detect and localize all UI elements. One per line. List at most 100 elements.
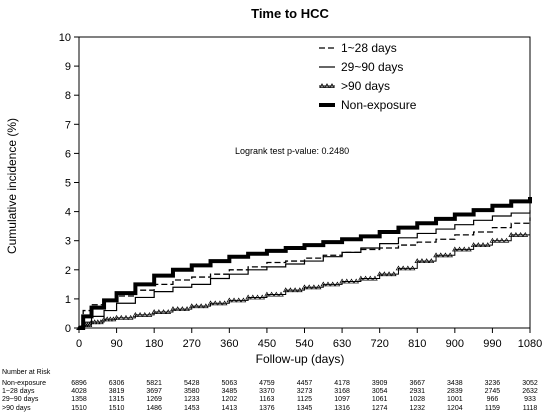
series-marker: [101, 316, 107, 322]
series-marker: [334, 281, 341, 287]
risk-value: 1028: [409, 396, 426, 403]
y-tick-label: 8: [65, 90, 71, 102]
series-marker: [376, 271, 383, 277]
series-marker: [508, 231, 515, 237]
series-marker: [522, 231, 529, 237]
series-marker: [268, 291, 275, 297]
series-line: [79, 197, 532, 330]
series-marker: [198, 303, 204, 309]
y-tick-label: 5: [65, 178, 71, 190]
series-marker: [419, 258, 425, 264]
series-marker: [127, 314, 134, 320]
risk-value: 1233: [183, 396, 200, 403]
risk-value: 1163: [259, 396, 275, 403]
series-marker: [86, 322, 93, 328]
risk-value: 4457: [296, 380, 313, 387]
risk-value: 1274: [371, 405, 388, 412]
risk-value: 1358: [71, 396, 87, 403]
series-marker: [362, 275, 369, 281]
y-tick-label: 10: [59, 32, 71, 44]
risk-value: 1232: [409, 405, 426, 412]
series-marker: [386, 271, 392, 277]
risk-row-label: Non-exposure: [2, 380, 46, 387]
series-marker: [381, 271, 388, 277]
risk-value: 4028: [71, 388, 87, 395]
risk-value: 3667: [409, 380, 426, 387]
series-marker: [240, 297, 247, 303]
series-marker: [348, 278, 355, 284]
series-marker: [499, 237, 505, 243]
y-tick-label: 9: [65, 61, 71, 73]
series-marker: [226, 297, 233, 303]
risk-value: 1097: [334, 396, 350, 403]
series-marker: [461, 246, 468, 252]
series-marker: [296, 287, 303, 293]
series-marker: [428, 258, 435, 264]
series-marker: [203, 303, 209, 309]
series-marker: [452, 246, 458, 252]
risk-value: 1345: [296, 405, 313, 412]
risk-table-row: 1~28 days 4028 3819 3697 3580 3485 3370 3273 316…: [0, 388, 550, 396]
series-marker: [146, 312, 153, 317]
y-tick-label: 6: [65, 148, 71, 160]
risk-value: 1413: [221, 405, 238, 412]
risk-value: 1453: [183, 405, 200, 412]
series-marker: [517, 231, 524, 237]
series-marker: [104, 316, 110, 322]
series-marker: [339, 278, 345, 284]
risk-row-label: >90 days: [2, 405, 31, 412]
y-tick-label: 2: [65, 265, 71, 277]
x-tick-label: 360: [220, 338, 238, 350]
series-marker: [282, 287, 289, 293]
series-marker: [494, 237, 500, 243]
risk-value: 3054: [371, 388, 388, 395]
series-marker: [160, 309, 167, 314]
series-marker: [353, 278, 359, 284]
series-marker: [456, 246, 463, 252]
series-marker: [235, 297, 242, 303]
risk-value: 1125: [296, 396, 313, 403]
risk-value: 933: [524, 396, 536, 403]
x-tick-label: 630: [333, 338, 351, 350]
series-marker: [433, 252, 439, 258]
y-tick-label: 4: [65, 207, 71, 219]
series-marker: [320, 281, 327, 287]
risk-value: 1204: [447, 405, 463, 412]
x-tick-label: 0: [76, 338, 82, 350]
risk-value: 3168: [334, 388, 350, 395]
x-tick-label: 450: [258, 338, 276, 350]
risk-value: 1376: [259, 405, 275, 412]
logrank-annotation: Logrank test p-value: 0.2480: [235, 146, 349, 156]
x-tick-label: 810: [408, 338, 426, 350]
series-marker: [489, 237, 496, 243]
series-marker: [470, 242, 477, 248]
legend-label: Non-exposure: [341, 98, 417, 112]
risk-value: 2632: [522, 388, 538, 395]
risk-value: 2839: [447, 388, 463, 395]
risk-table-row: >90 days 1510 1510 1486 1453 1413 1376 1345 1316…: [0, 405, 550, 413]
series-marker: [231, 297, 237, 303]
risk-value: 1510: [71, 405, 87, 412]
x-tick-label: 990: [483, 338, 501, 350]
risk-value: 3236: [484, 380, 501, 387]
series-marker: [343, 278, 350, 284]
y-tick-label: 7: [65, 119, 71, 131]
x-axis-label: Follow-up (days): [256, 352, 345, 366]
x-tick-label: 270: [183, 338, 201, 350]
series-marker: [358, 275, 364, 281]
risk-value: 5063: [221, 380, 238, 387]
series-marker: [480, 242, 486, 248]
series-marker: [311, 284, 317, 290]
risk-value: 5821: [146, 380, 162, 387]
legend-marker: [319, 83, 325, 88]
series-marker: [278, 291, 284, 297]
x-tick-label: 900: [446, 338, 464, 350]
series-marker: [390, 271, 397, 277]
series-marker: [273, 291, 280, 297]
risk-value: 3273: [296, 388, 313, 395]
legend: 1~28 days 29~90 days >90 days Non-exposure: [319, 41, 417, 112]
series-marker: [98, 319, 104, 325]
series-marker: [94, 319, 101, 325]
legend-marker: [324, 83, 330, 88]
series-marker: [212, 300, 219, 306]
